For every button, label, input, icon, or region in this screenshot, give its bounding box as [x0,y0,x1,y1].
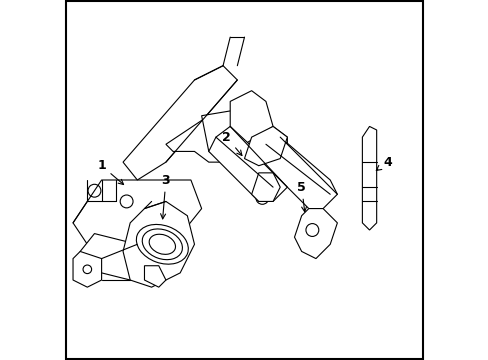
Text: 1: 1 [97,159,123,185]
Polygon shape [244,126,287,166]
Polygon shape [244,126,287,173]
Polygon shape [165,116,244,162]
Polygon shape [73,251,102,287]
Polygon shape [80,234,173,280]
Polygon shape [144,266,165,287]
Polygon shape [201,109,262,162]
Text: 4: 4 [376,156,391,170]
Text: 3: 3 [160,174,170,219]
Polygon shape [208,126,287,202]
Text: 2: 2 [222,131,242,156]
Text: 5: 5 [297,181,306,212]
Polygon shape [73,180,201,244]
Polygon shape [123,66,237,180]
Polygon shape [123,202,194,287]
Polygon shape [362,126,376,230]
Polygon shape [294,208,337,258]
Polygon shape [230,91,272,144]
Polygon shape [251,173,280,202]
Polygon shape [258,137,337,208]
